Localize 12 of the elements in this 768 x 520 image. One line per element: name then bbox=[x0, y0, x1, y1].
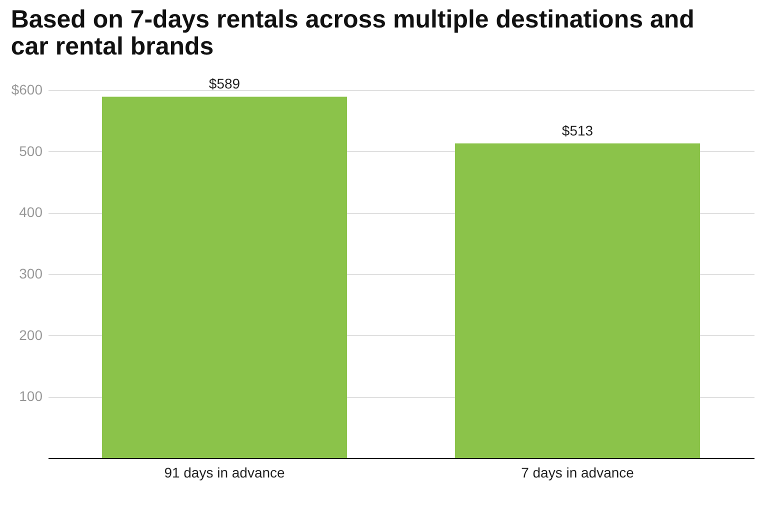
y-tick-label: 200 bbox=[19, 326, 43, 343]
text: car rental brands bbox=[10, 32, 214, 61]
text: Based on 7-days rentals across multiple destinations and bbox=[10, 6, 694, 34]
y-tick-label: 300 bbox=[19, 266, 43, 282]
y-tick-label: 400 bbox=[19, 204, 43, 220]
x-tick-label: 91 days in advance bbox=[164, 464, 286, 480]
data-label: $589 bbox=[208, 76, 240, 92]
y-tick-label: 100 bbox=[19, 388, 43, 404]
data-label: $513 bbox=[562, 122, 594, 138]
x-tick-label: 7 days in advance bbox=[521, 464, 634, 480]
y-tick-label: 500 bbox=[19, 142, 43, 159]
y-tick-label: $600 bbox=[11, 82, 43, 98]
